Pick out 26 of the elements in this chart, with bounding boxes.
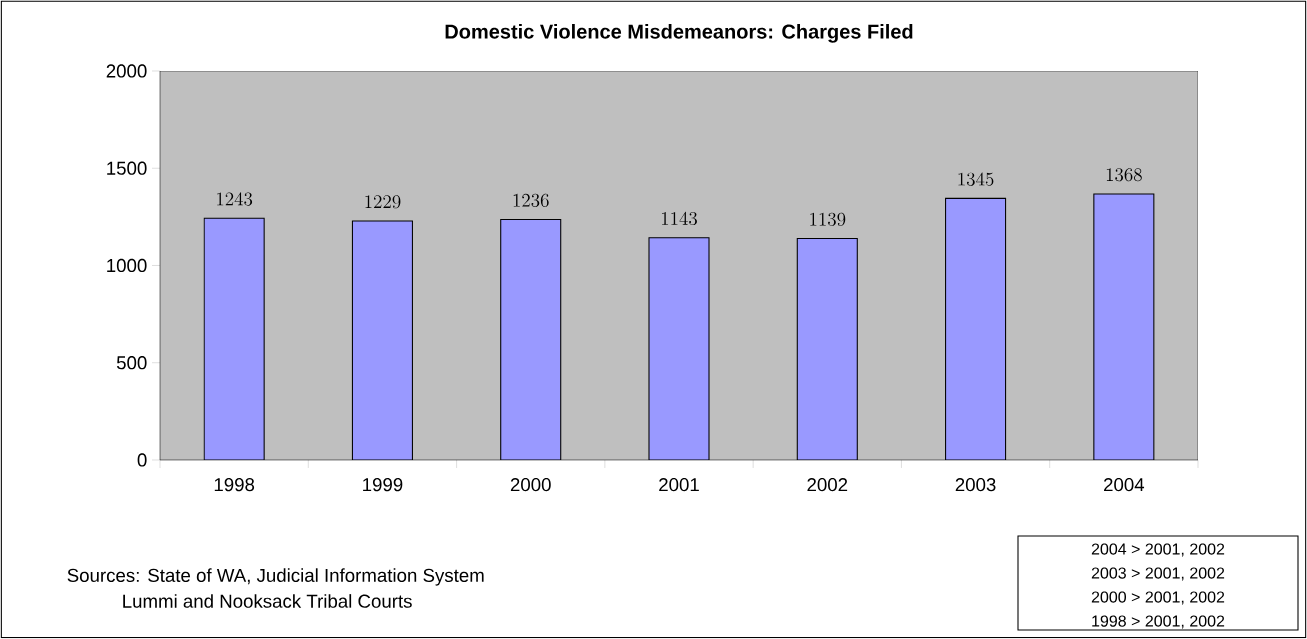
x-tick-label: 1998 [214, 478, 255, 492]
data-label: 1139 [810, 212, 846, 226]
y-tick-label: 1000 [107, 258, 147, 273]
y-tick-label: 0 [137, 453, 147, 467]
x-tick-label: 2004 [1104, 478, 1145, 492]
x-tick-label: 2000 [510, 478, 551, 492]
text: 1998 > 2001, 2002 [1092, 615, 1225, 629]
text: 2004 > 2001, 2002 [1091, 543, 1225, 557]
y-tick-label: 1500 [107, 161, 147, 175]
data-label: 1229 [365, 195, 401, 209]
source-note: Sources: State of WA, Judicial Information System [67, 568, 484, 586]
x-tick-label: 2001 [659, 478, 699, 492]
x-tick-label: 2003 [955, 478, 996, 492]
data-label: 1345 [958, 172, 994, 186]
data-label: 1368 [1106, 168, 1142, 182]
y-tick-label: 2000 [106, 64, 147, 78]
text: 2000 > 2001, 2002 [1091, 591, 1225, 605]
x-tick-label: 1999 [363, 478, 403, 492]
x-tick-label: 2002 [807, 478, 848, 492]
data-label: 1236 [513, 193, 549, 208]
chart-title: Domestic Violence Misdemeanors: Charges Filed [445, 24, 913, 43]
y-tick-label: 500 [116, 356, 147, 370]
text: Lummi and Nooksack Tribal Courts [123, 594, 412, 608]
data-label: 1143 [661, 211, 697, 226]
text: 2003 > 2001, 2002 [1091, 567, 1225, 581]
data-label: 1243 [217, 192, 253, 206]
